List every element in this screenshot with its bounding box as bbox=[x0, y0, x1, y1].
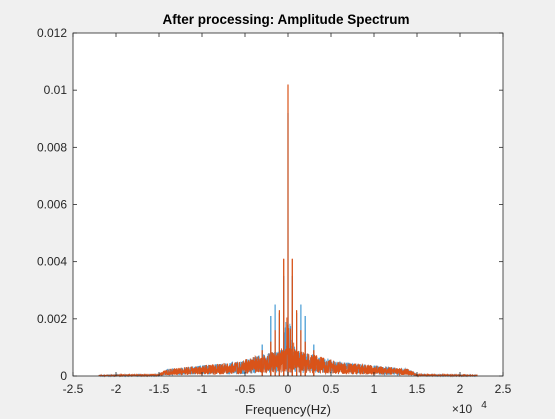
x-tick-label: 1.5 bbox=[409, 382, 426, 396]
x-tick-label: 2 bbox=[457, 382, 464, 396]
y-tick-label: 0.006 bbox=[37, 198, 67, 212]
y-tick-label: 0.01 bbox=[44, 83, 68, 97]
x-tick-label: 1 bbox=[371, 382, 378, 396]
y-tick-label: 0 bbox=[60, 369, 67, 383]
y-tick-label: 0.004 bbox=[37, 255, 67, 269]
y-axis-ticks: 0 0.002 0.004 0.006 0.008 0.01 0.012 bbox=[37, 26, 503, 383]
series-layer bbox=[98, 84, 478, 378]
x-tick-label: -0.5 bbox=[235, 382, 256, 396]
x-axis-exponent-base: ×10 bbox=[452, 402, 473, 416]
x-tick-label: -2.5 bbox=[63, 382, 84, 396]
x-tick-label: 0.5 bbox=[323, 382, 340, 396]
x-tick-label: 2.5 bbox=[495, 382, 512, 396]
x-axis-exponent: ×10 4 bbox=[452, 400, 487, 416]
x-axis-label: Frequency(Hz) bbox=[245, 402, 331, 417]
x-tick-label: -1 bbox=[197, 382, 208, 396]
x-tick-label: -1.5 bbox=[149, 382, 170, 396]
y-tick-label: 0.002 bbox=[37, 312, 67, 326]
x-axis-ticks: -2.5 -2 -1.5 -1 -0.5 0 0.5 1 1.5 2 2.5 bbox=[63, 33, 512, 396]
x-tick-label: -2 bbox=[111, 382, 122, 396]
x-axis-exponent-power: 4 bbox=[481, 400, 487, 411]
y-tick-label: 0.008 bbox=[37, 140, 67, 154]
x-tick-label: 0 bbox=[285, 382, 292, 396]
chart-title: After processing: Amplitude Spectrum bbox=[162, 12, 409, 27]
y-tick-label: 0.012 bbox=[37, 26, 67, 40]
